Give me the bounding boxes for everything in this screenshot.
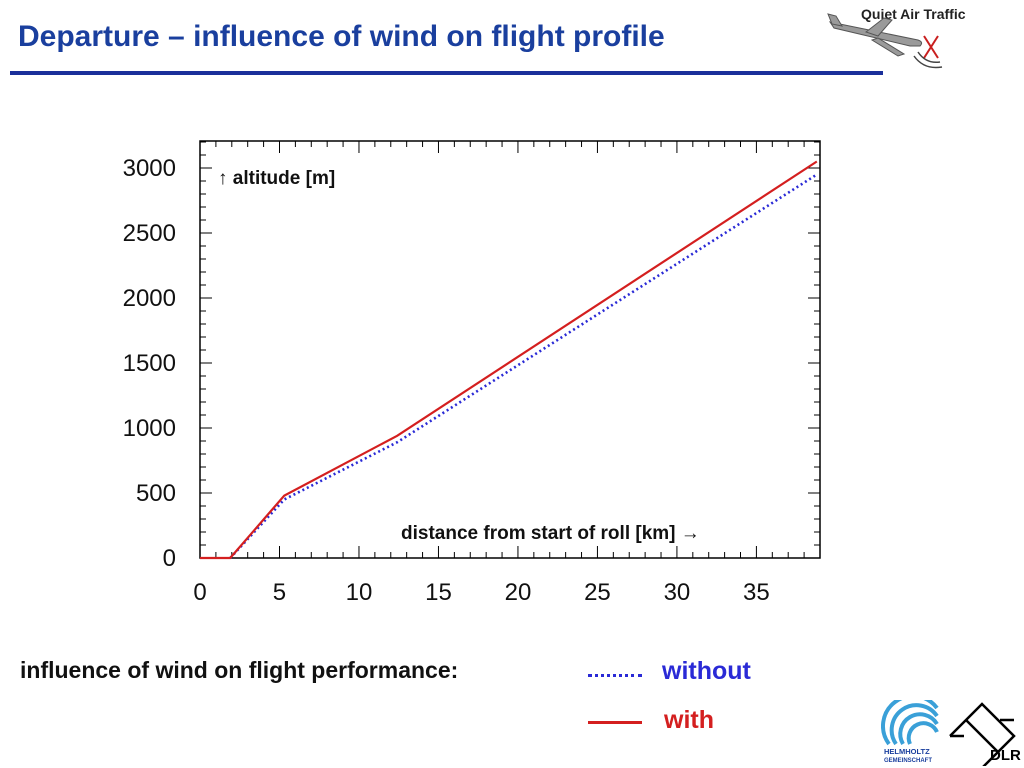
y-tick-label: 1500 <box>123 350 176 377</box>
legend-caption: influence of wind on flight performance: <box>20 657 459 683</box>
y-tick-label: 0 <box>163 545 176 572</box>
series-line-without <box>229 173 818 559</box>
x-tick-label: 5 <box>273 579 286 606</box>
brand-label: Quiet Air Traffic <box>861 6 966 22</box>
x-tick-label: 20 <box>505 579 532 606</box>
legend-label-with: with <box>664 706 714 734</box>
altitude-chart: 0 5 10 15 20 25 30 35 050010001500200025003000 … <box>123 140 821 606</box>
x-tick-label: 35 <box>743 579 770 606</box>
y-tick-label: 500 <box>136 480 176 507</box>
x-axis-title: distance from start of roll [km] → <box>401 523 700 544</box>
legend-swatch-without <box>588 674 642 677</box>
x-tick-labels: 0 5 10 15 20 25 30 35 <box>193 579 769 606</box>
svg-text:GEMEINSCHAFT: GEMEINSCHAFT <box>884 758 932 764</box>
noise-x-icon <box>913 35 943 69</box>
y-tick-labels: 0 500 1000 1500 2000 2500 3000 <box>123 155 176 572</box>
airplane-shape <box>827 13 923 57</box>
series-line-with <box>200 160 818 560</box>
dlr-logo-icon: DLR <box>949 702 1021 766</box>
x-tick-label: 15 <box>425 579 452 606</box>
svg-text:HELMHOLTZ: HELMHOLTZ <box>884 747 930 756</box>
x-tick-label: 10 <box>346 579 373 606</box>
minor-ticks <box>199 141 821 559</box>
y-tick-label: 2000 <box>123 285 176 312</box>
x-tick-label: 25 <box>584 579 611 606</box>
airplane-icon <box>827 13 943 69</box>
page-title: Departure – influence of wind on flight … <box>18 20 665 53</box>
y-tick-label: 1000 <box>123 415 176 442</box>
legend-label-without: without <box>662 657 751 685</box>
x-tick-label: 0 <box>193 579 206 606</box>
x-tick-label: 30 <box>664 579 691 606</box>
series-lines <box>200 160 818 560</box>
y-axis-title: ↑ altitude [m] <box>218 168 335 189</box>
y-tick-label: 2500 <box>123 220 176 247</box>
svg-text:DLR: DLR <box>990 747 1021 764</box>
y-tick-label: 3000 <box>123 155 176 182</box>
plot-frame <box>199 140 821 559</box>
title-divider <box>10 71 883 75</box>
helmholtz-logo-icon: HELMHOLTZ GEMEINSCHAFT <box>881 700 939 764</box>
legend-swatch-with <box>588 721 642 724</box>
